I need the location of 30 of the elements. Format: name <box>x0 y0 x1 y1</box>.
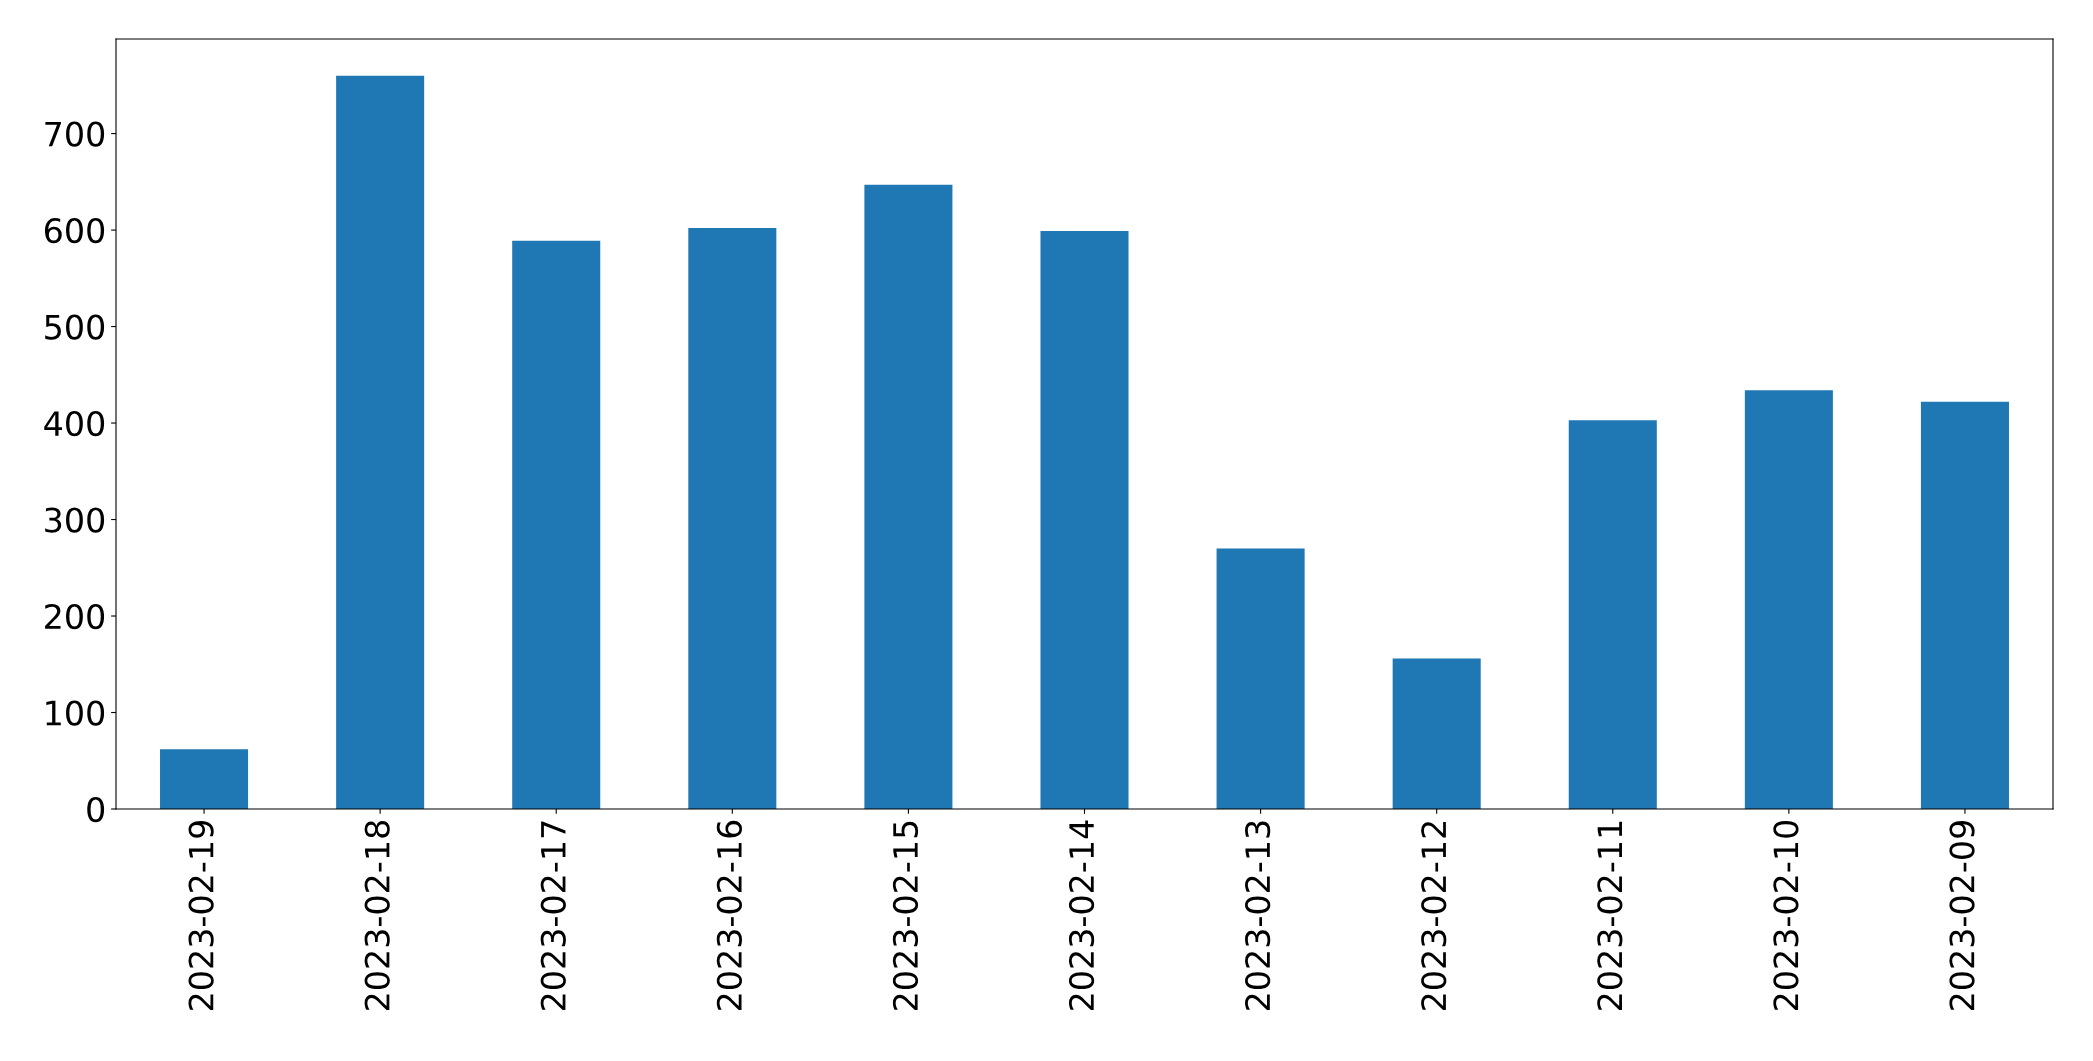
bar <box>1744 390 1833 809</box>
bar <box>1040 231 1129 809</box>
x-tick-label: 2023-02-16 <box>716 820 742 1010</box>
bar <box>1568 420 1657 809</box>
bar <box>688 228 777 809</box>
x-tick-label: 2023-02-13 <box>1245 821 1271 1010</box>
y-tick-label: 100 <box>46 700 105 726</box>
x-tick-label: 2023-02-11 <box>1597 821 1623 1010</box>
x-tick-label: 2023-02-19 <box>188 821 214 1010</box>
x-tick-label: 2023-02-09 <box>1949 821 1975 1010</box>
bar <box>864 184 953 809</box>
bar <box>1216 548 1305 809</box>
y-tick-label: 0 <box>87 796 105 823</box>
x-tick-label: 2023-02-12 <box>1421 822 1447 1010</box>
y-tick-label: 600 <box>44 217 105 244</box>
bar <box>160 749 249 809</box>
bar <box>336 75 425 809</box>
y-tick-label: 300 <box>45 507 105 533</box>
x-tick-label: 2023-02-18 <box>364 821 390 1010</box>
bar <box>512 240 601 809</box>
x-tick-label: 2023-02-15 <box>892 821 919 1010</box>
y-tick-label: 700 <box>45 121 105 147</box>
y-tick-label: 400 <box>44 410 105 437</box>
x-tick-label: 2023-02-17 <box>540 821 566 1010</box>
x-tick-label: 2023-02-10 <box>1773 820 1799 1010</box>
bar <box>1392 658 1481 809</box>
y-tick-label: 500 <box>45 314 105 340</box>
y-tick-label: 200 <box>45 603 105 630</box>
bar <box>1920 401 2009 809</box>
x-tick-label: 2023-02-14 <box>1068 820 1095 1010</box>
